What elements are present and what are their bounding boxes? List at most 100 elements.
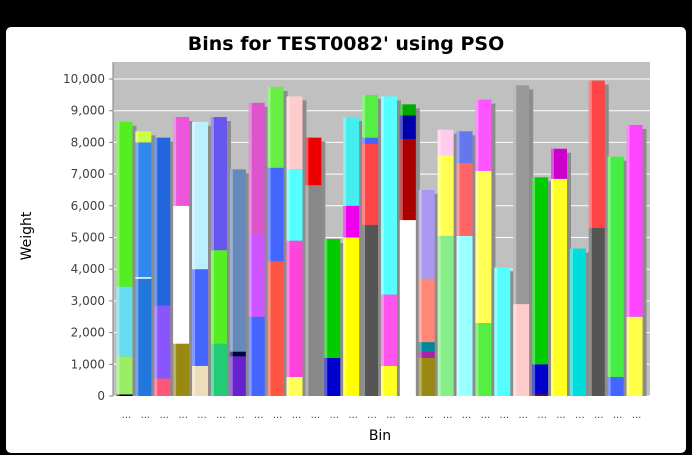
bar-highlight [286,169,290,241]
bar-highlight [116,356,120,395]
bar-highlight [437,235,441,396]
x-tick-label: ... [216,410,226,421]
y-tick-label: 3,000 [71,294,105,308]
bar-segment [626,316,643,396]
bin-bar [494,267,515,396]
x-tick-label: ... [254,410,264,421]
bar-segment [588,227,605,396]
x-tick-label: ... [556,410,566,421]
bar-segment [399,220,416,396]
bar-segment [607,376,624,396]
y-tick-label: 2,000 [71,326,105,340]
bar-segment [362,224,379,396]
bar-highlight [418,278,422,343]
bin-bar [343,117,364,396]
bin-bar [116,121,137,397]
bar-segment [135,142,152,278]
x-axis-label: Bin [369,428,391,444]
x-tick-label: ... [537,410,547,421]
bar-segment [588,80,605,228]
bar-highlight [248,316,252,396]
y-tick-label: 9,000 [71,104,105,118]
bar-highlight [588,227,592,396]
x-tick-label: ... [329,410,339,421]
y-tick-label: 5,000 [71,231,105,245]
bar-segment [286,376,303,396]
bar-highlight [173,205,177,344]
bar-highlight [343,237,347,396]
bar-highlight [626,316,630,396]
bar-segment [154,305,171,379]
bar-segment [173,117,190,206]
bar-highlight [418,189,422,279]
bin-bar [399,104,420,397]
x-tick-label: ... [141,410,151,421]
bar-highlight [267,261,271,396]
bin-bar [626,124,647,396]
bar-highlight [550,178,554,396]
bar-segment [154,378,171,396]
bar-highlight [399,115,403,140]
bin-bar [305,137,326,396]
bar-segment [192,121,209,270]
bar-highlight [173,117,177,206]
x-tick-label: ... [594,410,604,421]
bin-bar [437,129,458,396]
bin-bar [173,117,194,396]
bar-segment [569,248,586,396]
bin-bar [192,121,213,397]
bar-segment [532,394,549,396]
bar-segment [380,96,397,295]
bar-segment [116,356,133,395]
bar-highlight [418,351,422,358]
bar-segment [248,234,265,317]
bar-highlight [229,169,233,352]
bar-segment [116,121,133,287]
x-tick-label: ... [159,410,169,421]
bar-highlight [607,156,611,377]
bar-highlight [456,163,460,236]
bar-segment [324,357,341,396]
bar-segment [475,323,492,396]
bar-segment [494,267,511,396]
bin-bar [569,248,590,396]
bin-bar [362,94,383,396]
bar-highlight [362,143,366,225]
bar-highlight [569,248,573,396]
bar-highlight [324,357,328,396]
bar-segment [380,294,397,366]
x-tick-label: ... [197,410,207,421]
y-tick-label: 4,000 [71,262,105,276]
bin-bar [229,169,250,396]
bin-bar [324,239,345,396]
bar-segment [343,237,360,396]
chart-title: Bins for TEST0082' using PSO [188,33,505,55]
bar-segment [343,117,360,206]
bar-highlight [248,102,252,235]
bin-bar [286,96,307,396]
bar-highlight [192,365,196,396]
bar-segment [135,131,152,143]
y-tick-label: 7,000 [71,167,105,181]
bar-segment [418,189,435,279]
bar-segment [210,250,227,344]
bar-highlight [550,148,554,179]
bar-segment [456,235,473,396]
bar-highlight [210,117,214,251]
x-tick-label: ... [443,410,453,421]
x-tick-label: ... [632,410,642,421]
bar-highlight [456,131,460,164]
bar-segment [626,124,643,317]
x-tick-label: ... [613,410,623,421]
bar-highlight [116,286,120,357]
x-tick-label: ... [348,410,358,421]
bar-highlight [116,121,120,287]
bar-segment [173,343,190,396]
bar-highlight [286,376,290,396]
bar-segment [362,94,379,138]
y-tick-label: 10,000 [63,72,105,86]
x-tick-label: ... [122,410,132,421]
bar-segment [607,156,624,377]
